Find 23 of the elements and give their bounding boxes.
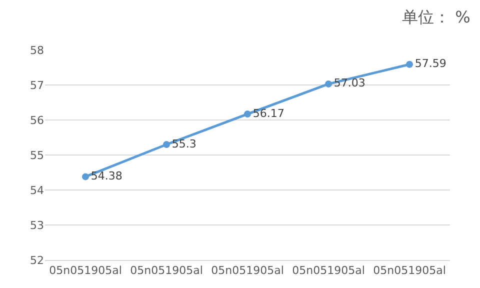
y-tick-label: 58 — [30, 44, 44, 57]
x-tick-label: 05n051905al — [211, 264, 284, 278]
y-tick-label: 54 — [30, 184, 44, 197]
data-label: 57.03 — [334, 76, 366, 90]
y-tick-label: 52 — [30, 254, 44, 267]
x-tick-label: 05n051905al — [49, 264, 122, 278]
data-label: 57.59 — [414, 57, 446, 70]
point — [406, 60, 413, 68]
point — [244, 110, 251, 118]
data-label: 56.17 — [252, 106, 284, 120]
y-tick-label: 55 — [30, 148, 44, 162]
point — [163, 141, 170, 148]
point — [325, 80, 332, 88]
y-tick-label: 57 — [30, 78, 44, 92]
y-tick-label: 53 — [30, 218, 44, 232]
x-tick-label: 05n051905al — [130, 264, 203, 278]
x-tick-label: 05n051905al — [373, 264, 446, 278]
data-label: 54.38 — [90, 169, 122, 182]
x-tick-label: 05n051905al — [292, 264, 365, 278]
data-label: 55.3 — [172, 137, 196, 150]
y-tick-label: 56 — [30, 114, 44, 127]
chart-title: 单位： % — [402, 8, 470, 27]
point — [82, 173, 89, 180]
